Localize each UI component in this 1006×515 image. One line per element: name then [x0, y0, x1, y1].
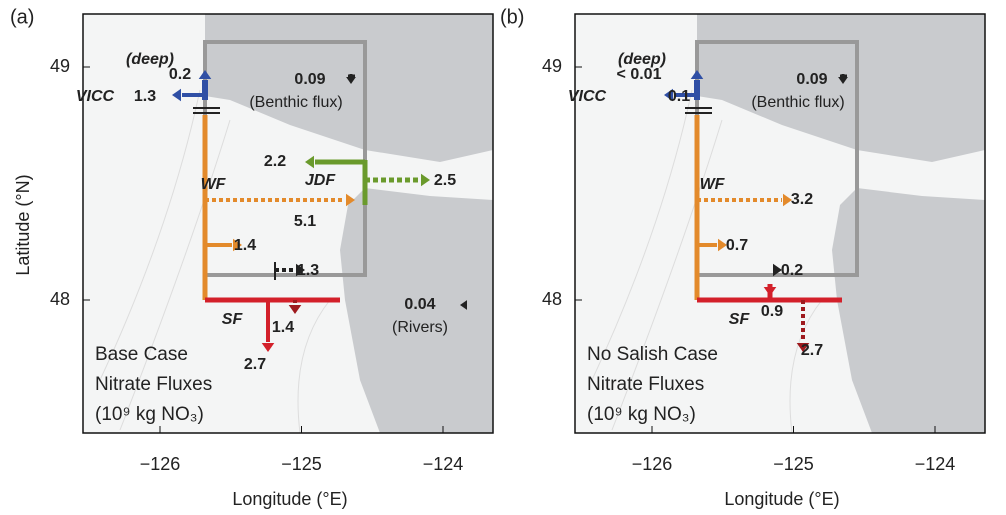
panel-label: (a)	[10, 6, 34, 28]
arrow-head	[172, 88, 181, 102]
bathymetry-contour	[611, 119, 723, 431]
flux-label: 2.7	[801, 342, 823, 359]
arrow-head	[783, 193, 792, 207]
flux-label: (deep)	[126, 51, 174, 68]
flux-label: 0.09	[294, 71, 325, 88]
arrow-head	[838, 77, 848, 84]
flux-label: 3.2	[791, 191, 813, 208]
arrow-head	[296, 263, 305, 277]
y-tick-label: 49	[542, 56, 562, 76]
flux-label: (Rivers)	[392, 319, 448, 336]
flux-label: SF	[222, 311, 244, 328]
flux-label: 1.3	[134, 88, 156, 105]
case-label: No Salish Case	[587, 344, 718, 365]
flux-label: (Benthic flux)	[249, 94, 342, 111]
flux-label: SF	[729, 311, 751, 328]
frame	[82, 13, 494, 434]
x-tick-label: −124	[915, 454, 956, 474]
y-tick-label: 48	[50, 289, 70, 309]
panel-label: (b)	[500, 6, 524, 28]
flux-label: < 0.01	[617, 66, 662, 83]
flux-label: 1.4	[234, 237, 256, 254]
arrow-head	[346, 193, 355, 207]
arrow-head	[421, 173, 430, 187]
arrow-head	[763, 287, 777, 296]
bathymetry-contour	[119, 119, 231, 431]
flux-label: WF	[201, 176, 227, 193]
x-axis-label: Longitude (°E)	[232, 489, 347, 509]
flux-label: 0.9	[761, 303, 783, 320]
arrow-head	[198, 70, 212, 79]
flux-label: 2.7	[244, 356, 266, 373]
case-label: (10⁹ kg NO₃)	[587, 404, 696, 425]
land	[340, 188, 493, 433]
arrow-head	[773, 263, 782, 277]
bathymetry-contour	[297, 299, 331, 434]
flux-label: 0.2	[169, 66, 191, 83]
flux-label: 0.09	[796, 71, 827, 88]
flux-label: 0.2	[781, 262, 803, 279]
x-tick-label: −124	[423, 454, 464, 474]
x-tick-label: −126	[140, 454, 181, 474]
case-label: Nitrate Fluxes	[95, 374, 212, 395]
flux-label: 0.04	[404, 296, 435, 313]
case-label: Base Case	[95, 344, 188, 365]
arrow-head	[796, 343, 810, 352]
arrow-head	[718, 238, 727, 252]
land	[697, 14, 985, 162]
y-tick-label: 49	[50, 56, 70, 76]
flux-label: (deep)	[618, 51, 666, 68]
flux-label: JDF	[305, 172, 336, 189]
bathymetry-contour	[591, 89, 693, 381]
flux-label: VICC	[76, 88, 115, 105]
bathymetry-contour	[789, 299, 823, 434]
land	[832, 188, 985, 433]
flux-label: 1.3	[297, 262, 319, 279]
arrow-head	[305, 155, 314, 169]
flux-label: 0.1	[668, 88, 690, 105]
case-label: Nitrate Fluxes	[587, 374, 704, 395]
arrow-head	[288, 305, 302, 314]
x-axis-label: Longitude (°E)	[724, 489, 839, 509]
arrow-head	[346, 77, 356, 84]
case-label: (10⁹ kg NO₃)	[95, 404, 204, 425]
x-tick-label: −125	[281, 454, 322, 474]
y-axis-label: Latitude (°N)	[13, 174, 33, 275]
flux-label: 1.4	[272, 319, 294, 336]
map-panel: −126 −125 −124 49 48 (b) Longitude (°E) No Sali…	[500, 6, 986, 509]
flux-label: WF	[700, 176, 726, 193]
flux-label: 0.7	[726, 237, 748, 254]
flux-label: 5.1	[294, 213, 316, 230]
x-tick-label: −125	[773, 454, 814, 474]
bathymetry-contour	[99, 89, 201, 381]
flux-label: VICC	[568, 88, 607, 105]
flux-label: 2.2	[264, 153, 286, 170]
x-tick-label: −126	[632, 454, 673, 474]
arrow-head	[233, 238, 242, 252]
land	[205, 14, 493, 162]
arrow-head	[460, 300, 467, 310]
y-tick-label: 48	[542, 289, 562, 309]
frame	[574, 13, 986, 434]
flux-label: (Benthic flux)	[751, 94, 844, 111]
flux-label: 2.5	[434, 172, 456, 189]
arrow-head	[664, 88, 673, 102]
map-panel: −126 −125 −124 49 48 (a) Longitude (°E) Latitud…	[10, 6, 494, 509]
arrow-head	[690, 70, 704, 79]
arrow-head	[261, 343, 275, 352]
